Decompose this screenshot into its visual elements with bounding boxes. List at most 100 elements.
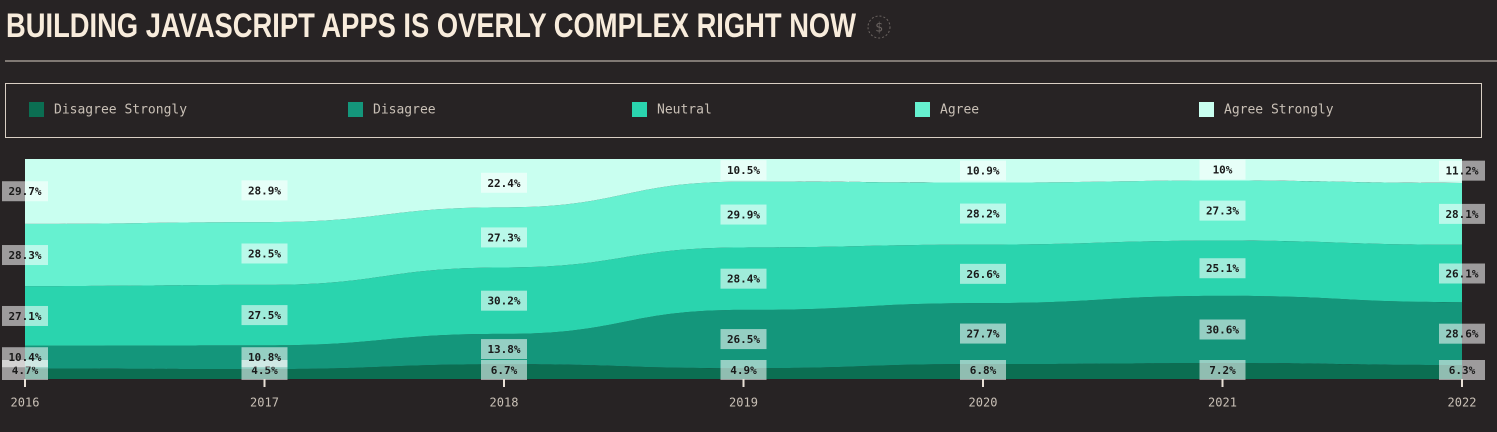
value-label-box (720, 360, 767, 380)
value-label-box (1199, 159, 1246, 180)
value-label: 10.9% (960, 160, 1006, 181)
value-label: 10% (1199, 159, 1246, 180)
x-tick-label: 2022 (1448, 396, 1477, 410)
legend-swatch (632, 102, 647, 117)
value-label-text: 27.5% (248, 309, 281, 322)
value-label-box (1439, 323, 1485, 344)
value-label: 27.7% (960, 323, 1006, 344)
x-tick-label: 2017 (250, 396, 279, 410)
value-label-box (2, 181, 48, 202)
value-label-text: 27.3% (1206, 205, 1239, 218)
legend-label: Disagree (373, 103, 436, 118)
value-label-box (960, 160, 1006, 181)
legend-swatch (29, 102, 44, 117)
value-label-box (720, 268, 767, 289)
value-label-box (960, 323, 1006, 344)
value-label-text: 10% (1213, 164, 1233, 177)
value-label: 28.1% (1439, 203, 1485, 224)
value-label-text: 6.7% (491, 364, 518, 377)
value-label-box (720, 204, 767, 225)
value-label: 26.5% (720, 329, 767, 350)
legend-swatch (1199, 102, 1214, 117)
value-label-box (1199, 200, 1246, 221)
value-label-text: 6.3% (1449, 364, 1476, 377)
legend-swatch (348, 102, 363, 117)
value-label: 6.3% (1439, 360, 1485, 380)
value-label-text: 28.4% (727, 273, 760, 286)
value-label-text: 28.6% (1445, 328, 1478, 341)
value-label-box (481, 290, 527, 311)
legend-box (5, 83, 1482, 138)
value-label: 28.9% (241, 180, 288, 201)
value-label-text: 4.9% (730, 364, 757, 377)
value-label-text: 30.2% (487, 295, 520, 308)
value-label-box (1439, 263, 1485, 284)
value-label: 4.9% (720, 360, 767, 380)
value-label: 27.5% (241, 305, 288, 326)
value-label-box (2, 245, 48, 266)
value-label-box (2, 347, 48, 368)
value-label-box (1199, 258, 1246, 279)
value-label-box (241, 243, 288, 264)
value-label-text: 30.6% (1206, 324, 1239, 337)
value-label: 27.3% (1199, 200, 1246, 221)
value-label-text: 27.1% (8, 310, 41, 323)
currency-icon: $ (867, 15, 891, 39)
value-label: 6.8% (960, 360, 1006, 380)
value-label-text: 10.4% (8, 351, 41, 364)
value-label-text: 7.2% (1209, 364, 1236, 377)
value-label-box (481, 172, 527, 193)
value-label-text: 28.9% (248, 184, 281, 197)
areas (25, 159, 1462, 379)
value-label-text: 6.8% (970, 364, 997, 377)
area (25, 159, 1462, 224)
area (25, 180, 1462, 287)
value-label-box (481, 360, 527, 380)
legend-label: Agree (940, 103, 979, 118)
value-label: 28.6% (1439, 323, 1485, 344)
x-tick-label: 2020 (969, 396, 998, 410)
value-label: 7.2% (1199, 360, 1246, 380)
value-label-text: 26.5% (727, 333, 760, 346)
legend-label: Disagree Strongly (54, 103, 187, 118)
legend-label: Neutral (657, 103, 712, 118)
value-label: 10.8% (241, 347, 288, 368)
value-label-box (1199, 319, 1246, 340)
value-label: 10.5% (720, 160, 767, 181)
value-label-box (720, 160, 767, 181)
value-label: 25.1% (1199, 258, 1246, 279)
value-label: 27.3% (481, 227, 527, 248)
x-tick-label: 2019 (729, 396, 758, 410)
value-label-box (720, 329, 767, 350)
value-label-box (1439, 203, 1485, 224)
value-label-text: 27.3% (487, 231, 520, 244)
value-label: 6.7% (481, 360, 527, 380)
value-label-box (1199, 360, 1246, 380)
value-label-box (2, 305, 48, 326)
x-tick-label: 2018 (490, 396, 519, 410)
x-tick-label: 2016 (11, 396, 40, 410)
value-label-text: 26.1% (1445, 268, 1478, 281)
value-label-box (1439, 360, 1485, 380)
value-label: 26.1% (1439, 263, 1485, 284)
value-label-text: 26.6% (966, 268, 999, 281)
value-label-text: 25.1% (1206, 262, 1239, 275)
value-label: 28.5% (241, 243, 288, 264)
value-label-box (481, 339, 527, 360)
value-label-text: 28.2% (966, 208, 999, 221)
value-label-box (241, 347, 288, 368)
chart-title: BUILDING JAVASCRIPT APPS IS OVERLY COMPL… (6, 7, 857, 45)
value-label-text: 11.2% (1445, 165, 1478, 178)
x-tick-label: 2021 (1208, 396, 1237, 410)
value-label-text: 27.7% (966, 328, 999, 341)
value-label-text: 28.3% (8, 249, 41, 262)
value-label: 28.2% (960, 203, 1006, 224)
value-label-text: 13.8% (487, 343, 520, 356)
value-label-box (1439, 160, 1485, 181)
value-label-text: 28.1% (1445, 208, 1478, 221)
legend-label: Agree Strongly (1224, 103, 1334, 118)
value-label-text: 29.7% (8, 185, 41, 198)
value-label: 26.6% (960, 263, 1006, 284)
value-label-text: 4.5% (251, 364, 278, 377)
